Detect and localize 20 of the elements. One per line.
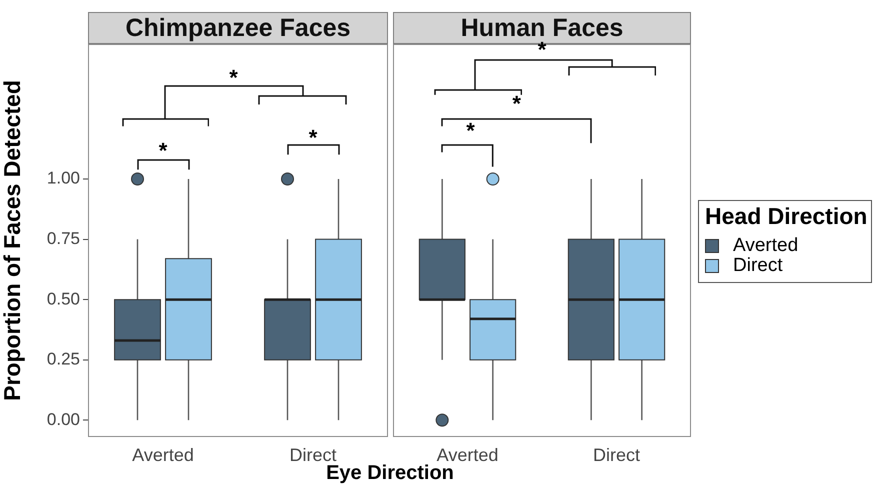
annotation: *	[466, 118, 475, 143]
y-axis-title: Proportion of Faces Detected	[0, 80, 26, 401]
annotation: *	[308, 125, 318, 150]
x-tick-label: Averted	[436, 444, 498, 465]
annotation: *	[512, 91, 521, 116]
x-tick-label: Averted	[132, 444, 194, 465]
annotation: *	[229, 64, 238, 90]
annotation: *	[158, 138, 168, 164]
y-tick-label: 0.75	[46, 228, 80, 248]
x-tick-label: Direct	[289, 444, 337, 465]
x-tick-label: Direct	[592, 444, 640, 465]
legend-label: Averted	[733, 235, 798, 256]
x-axis-title: Eye Direction	[326, 462, 454, 484]
y-tick-label: 0.50	[46, 289, 80, 308]
y-tick-label: 0.00	[46, 410, 80, 429]
chart-title: Chimpanzee Faces	[88, 12, 388, 44]
legend-title: Head Direction	[705, 203, 868, 230]
legend-label: Direct	[733, 255, 783, 276]
y-tick-label: 0.25	[46, 350, 80, 369]
y-tick-label: 1.00	[46, 168, 80, 188]
